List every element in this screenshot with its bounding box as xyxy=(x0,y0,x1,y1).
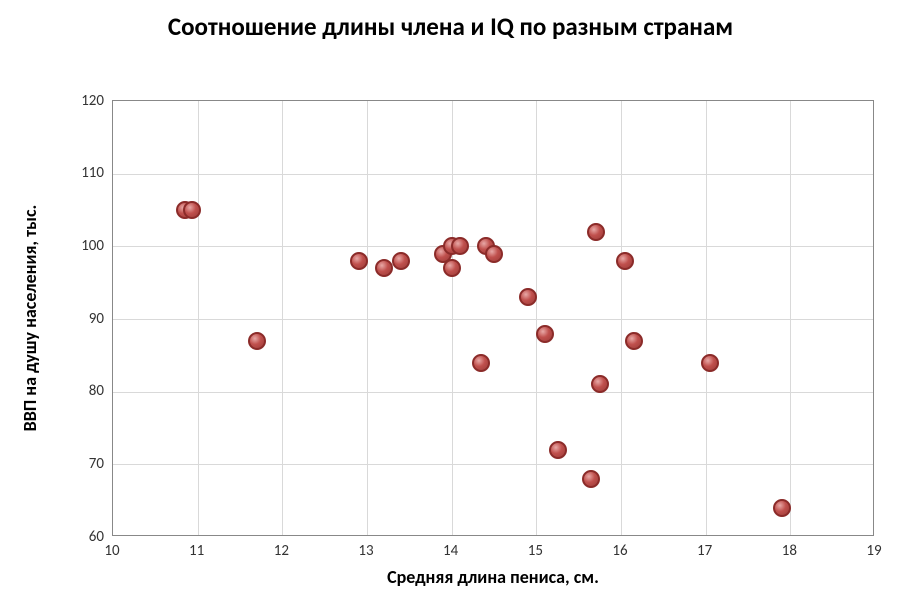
x-tick-label: 18 xyxy=(774,542,804,560)
gridline-v xyxy=(198,101,199,535)
scatter-point xyxy=(375,259,393,277)
chart-title: Соотношение длины члена и IQ по разным с… xyxy=(0,12,901,42)
y-tick-label: 120 xyxy=(64,92,104,110)
x-tick-label: 11 xyxy=(182,542,212,560)
x-tick-label: 12 xyxy=(266,542,296,560)
scatter-point xyxy=(183,201,201,219)
x-tick-label: 16 xyxy=(605,542,635,560)
gridline-v xyxy=(706,101,707,535)
y-tick-label: 80 xyxy=(64,382,104,400)
x-tick-label: 15 xyxy=(520,542,550,560)
x-tick-label: 17 xyxy=(690,542,720,560)
scatter-point xyxy=(773,499,791,517)
scatter-point xyxy=(472,354,490,372)
x-tick-label: 10 xyxy=(97,542,127,560)
scatter-point xyxy=(392,252,410,270)
scatter-point xyxy=(451,237,469,255)
gridline-h xyxy=(113,174,873,175)
x-tick-label: 14 xyxy=(436,542,466,560)
scatter-point xyxy=(582,470,600,488)
gridline-h xyxy=(113,392,873,393)
y-tick-label: 90 xyxy=(64,310,104,328)
gridline-v xyxy=(790,101,791,535)
x-axis-label: Средняя длина пениса, см. xyxy=(112,566,874,588)
scatter-point xyxy=(587,223,605,241)
scatter-point xyxy=(485,245,503,263)
scatter-point xyxy=(350,252,368,270)
scatter-point xyxy=(625,332,643,350)
scatter-point xyxy=(616,252,634,270)
y-axis-label: ВВП на душу населения, тыс. xyxy=(19,178,41,458)
scatter-point xyxy=(591,375,609,393)
x-tick-label: 13 xyxy=(351,542,381,560)
gridline-v xyxy=(367,101,368,535)
scatter-point xyxy=(443,259,461,277)
y-tick-label: 110 xyxy=(64,164,104,182)
gridline-v xyxy=(536,101,537,535)
scatter-point xyxy=(519,288,537,306)
scatter-point xyxy=(536,325,554,343)
scatter-point xyxy=(248,332,266,350)
y-tick-label: 100 xyxy=(64,237,104,255)
y-tick-label: 70 xyxy=(64,455,104,473)
gridline-h xyxy=(113,464,873,465)
gridline-v xyxy=(621,101,622,535)
x-tick-label: 19 xyxy=(859,542,889,560)
scatter-point xyxy=(701,354,719,372)
gridline-h xyxy=(113,319,873,320)
plot-area xyxy=(112,100,874,536)
gridline-v xyxy=(282,101,283,535)
scatter-point xyxy=(549,441,567,459)
gridline-v xyxy=(452,101,453,535)
